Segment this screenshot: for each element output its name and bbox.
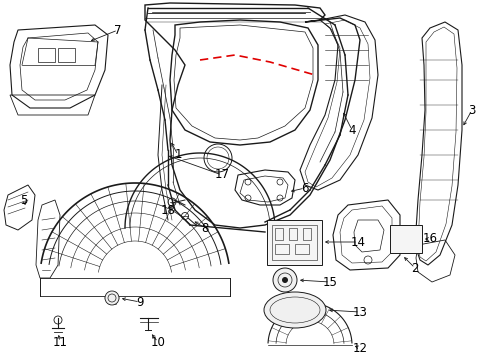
Text: 7: 7	[114, 23, 122, 36]
Text: 1: 1	[174, 148, 182, 162]
Text: 13: 13	[352, 306, 366, 319]
Circle shape	[282, 277, 287, 283]
Text: 17: 17	[214, 168, 229, 181]
FancyBboxPatch shape	[389, 225, 421, 253]
Text: 12: 12	[352, 342, 367, 355]
Circle shape	[272, 268, 296, 292]
Text: 2: 2	[410, 261, 418, 274]
Text: 16: 16	[422, 233, 437, 246]
Text: 4: 4	[347, 123, 355, 136]
Circle shape	[105, 291, 119, 305]
Text: 14: 14	[350, 235, 365, 248]
Text: 10: 10	[150, 336, 165, 348]
Text: 5: 5	[20, 194, 28, 207]
Text: 15: 15	[322, 275, 337, 288]
Ellipse shape	[264, 292, 325, 328]
Text: 3: 3	[468, 104, 475, 117]
Text: 6: 6	[301, 181, 308, 194]
Text: 18: 18	[160, 203, 175, 216]
Text: 9: 9	[136, 296, 143, 309]
Text: 11: 11	[52, 336, 67, 348]
FancyBboxPatch shape	[266, 220, 321, 265]
Text: 8: 8	[201, 221, 208, 234]
